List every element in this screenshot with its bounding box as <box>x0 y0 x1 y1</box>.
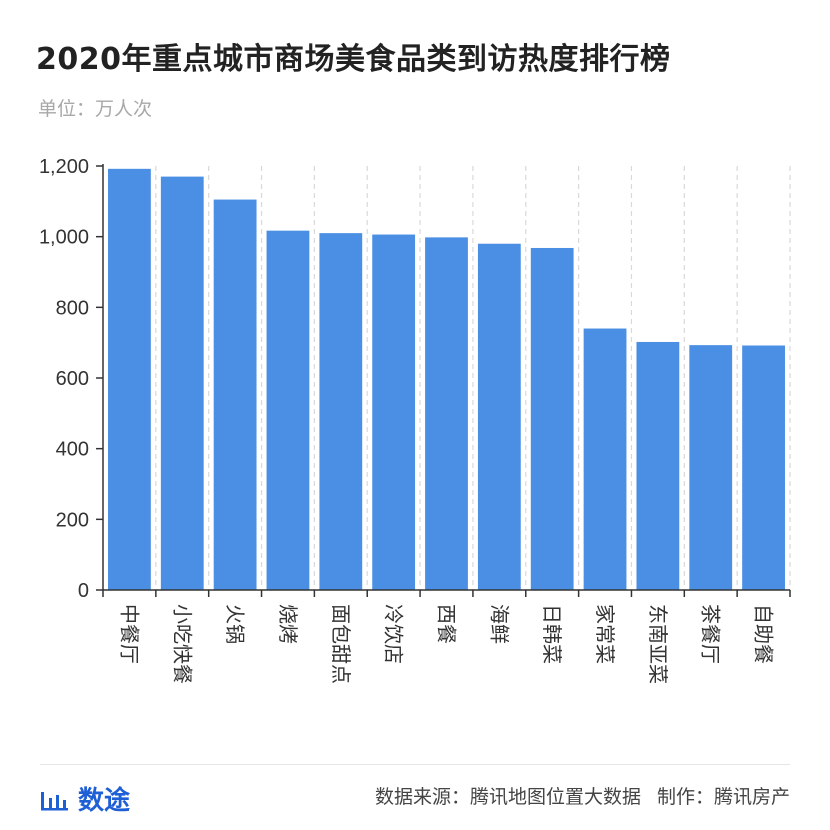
bar-13 <box>742 345 785 590</box>
unit-label: 单位：万人次 <box>38 98 153 120</box>
bar-5 <box>319 233 363 590</box>
bar-9 <box>530 247 574 590</box>
brand-name: 数途 <box>78 786 131 816</box>
y-tick-label: 400 <box>56 439 89 461</box>
brand-logo: 数途 <box>40 780 130 817</box>
x-tick-label: 家常菜 <box>593 604 617 664</box>
x-tick-label: 火锅 <box>223 604 247 644</box>
bar-7 <box>425 237 468 590</box>
x-tick-label: 茶餐厅 <box>699 604 723 664</box>
bar-chart-logo-icon <box>41 791 68 810</box>
bar-3 <box>213 199 257 591</box>
bar-4 <box>266 230 310 590</box>
x-tick-label: 东南亚菜 <box>646 604 670 684</box>
x-tick-label: 中餐厅 <box>117 604 141 664</box>
bar-12 <box>689 345 733 590</box>
y-tick-label: 800 <box>56 297 89 319</box>
bar-2 <box>160 176 204 590</box>
y-tick-label: 0 <box>78 580 89 602</box>
y-tick-label: 1,200 <box>39 156 89 178</box>
y-tick-label: 1,000 <box>39 227 89 249</box>
y-tick-label: 600 <box>56 368 89 390</box>
chart-title: 2020年重点城市商场美食品类到访热度排行榜 <box>36 42 671 77</box>
bar-6 <box>372 234 416 590</box>
x-tick-label: 冷饮店 <box>382 604 406 664</box>
footer-source: 数据来源：腾讯地图位置大数据 制作：腾讯房产 <box>375 782 790 809</box>
bar-1 <box>108 168 151 590</box>
x-tick-label: 海鲜 <box>487 604 511 644</box>
x-tick-label: 小吃快餐 <box>170 604 194 684</box>
x-tick-label: 西餐 <box>435 604 459 644</box>
y-tick-label: 200 <box>56 509 89 531</box>
data-source-text: 数据来源：腾讯地图位置大数据 <box>374 786 641 808</box>
bar-8 <box>477 243 521 590</box>
x-tick-label: 日韩菜 <box>540 604 564 664</box>
footer-divider <box>40 764 790 765</box>
x-tick-label: 烧烤 <box>276 604 300 644</box>
credit-text: 制作：腾讯房产 <box>656 786 790 808</box>
bar-11 <box>636 341 680 590</box>
x-tick-label: 面包甜点 <box>329 604 353 684</box>
bar-10 <box>583 328 627 590</box>
x-tick-label: 自助餐 <box>752 604 776 664</box>
bar-chart: 0 200 400 600 800 1,000 1,200 中餐厅 小吃快餐 火锅 烧烤 面包甜点 冷饮… <box>39 156 791 684</box>
